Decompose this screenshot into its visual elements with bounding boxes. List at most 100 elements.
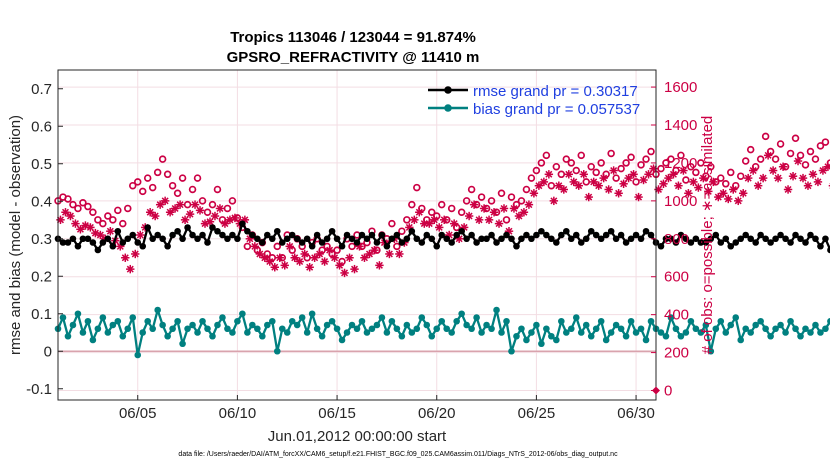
bias-point (737, 336, 745, 344)
rmse-point (59, 239, 67, 246)
obs-assimilated-marker (215, 204, 225, 213)
obs-possible-marker (612, 174, 620, 182)
obs-possible-marker (183, 200, 192, 209)
obs-assimilated-marker (743, 173, 753, 183)
obs-assimilated-marker (345, 253, 354, 262)
bias-point (283, 329, 291, 336)
obs-assimilated-marker (494, 219, 504, 228)
bias-point (617, 325, 625, 333)
rmse-point (104, 235, 112, 243)
bias-point (812, 321, 819, 329)
obs-assimilated-marker (674, 181, 683, 190)
bias-point (408, 329, 416, 336)
obs-possible-marker (273, 242, 282, 251)
obs-assimilated-marker (499, 204, 509, 213)
rmse-point (184, 224, 191, 231)
bias-point (343, 329, 351, 336)
obs-possible-marker (408, 200, 416, 209)
obs-possible-marker (457, 208, 466, 216)
obs-possible-marker (173, 189, 182, 198)
bias-point (144, 317, 151, 325)
obs-possible-marker (522, 185, 531, 194)
obs-assimilated-marker (205, 217, 215, 226)
obs-possible-marker (532, 166, 541, 175)
obs-possible-marker (707, 162, 715, 171)
obs-assimilated-marker (325, 245, 334, 255)
obs-assimilated-marker (584, 192, 593, 202)
obs-possible-marker (193, 174, 202, 182)
bias-point (563, 329, 570, 336)
bias-point (732, 314, 740, 321)
bias-point (139, 329, 147, 336)
obs-assimilated-marker (175, 200, 185, 209)
bias-point (607, 329, 615, 336)
obs-assimilated-marker (360, 253, 369, 262)
obs-possible-marker (592, 168, 600, 177)
obs-possible-marker (597, 159, 605, 167)
obs-assimilated-marker (270, 263, 279, 272)
rmse-point (453, 231, 460, 239)
bias-point (373, 321, 381, 329)
obs-possible-marker (682, 176, 690, 184)
obs-assimilated-marker (126, 264, 135, 274)
rmse-point (812, 235, 819, 243)
legend-marker-rmse (444, 86, 452, 94)
bias-point (194, 329, 201, 336)
obs-assimilated-marker (599, 173, 608, 183)
rmse-point (333, 235, 341, 243)
obs-assimilated-marker (76, 225, 85, 234)
rmse-point (582, 235, 590, 243)
obs-possible-marker (756, 155, 765, 163)
rmse-point (209, 224, 216, 231)
rmse-point (89, 239, 97, 246)
obs-assimilated-marker (818, 166, 828, 175)
obs-assimilated-marker (295, 257, 304, 266)
rmse-point (687, 239, 695, 246)
bias-point (308, 310, 316, 318)
rmse-point (458, 227, 465, 235)
obs-assimilated-marker (415, 208, 424, 217)
rmse-point (318, 239, 326, 246)
obs-assimilated-marker (370, 245, 379, 255)
rmse-point (702, 239, 710, 246)
rmse-point (403, 235, 411, 243)
obs-possible-marker (333, 246, 341, 254)
bias-point (572, 314, 580, 321)
bias-point (398, 332, 406, 340)
bias-point (259, 332, 266, 340)
bias-point (797, 332, 804, 340)
rmse-point (273, 227, 281, 235)
obs-assimilated-marker (290, 253, 299, 262)
rmse-point (74, 242, 82, 250)
bias-point (528, 329, 535, 336)
bias-point (229, 329, 236, 336)
bias-point (523, 336, 530, 344)
rmse-point (657, 242, 665, 250)
obs-possible-marker (138, 187, 147, 196)
bias-point (822, 325, 829, 333)
bias-point (483, 321, 490, 329)
rmse-point (224, 235, 231, 243)
bias-point (543, 325, 550, 333)
rmse-point (169, 231, 176, 239)
rmse-point (159, 235, 166, 243)
obs-assimilated-marker (255, 249, 265, 259)
obs-assimilated-marker (544, 170, 554, 179)
obs-assimilated-marker (659, 179, 668, 188)
bias-point (219, 314, 226, 321)
y-right-tick-label: 800 (664, 231, 689, 248)
rmse-point (797, 235, 804, 243)
bias-point (717, 317, 725, 325)
obs-assimilated-marker (684, 189, 693, 198)
obs-possible-marker (692, 168, 700, 177)
obs-assimilated-marker (719, 189, 728, 198)
bias-point (179, 340, 186, 348)
obs-possible-marker (647, 147, 655, 156)
rmse-point (303, 235, 311, 243)
obs-possible-marker (243, 242, 252, 251)
bias-point (273, 347, 281, 355)
obs-assimilated-marker (519, 208, 529, 217)
rmse-point (667, 235, 675, 243)
obs-possible-marker (158, 155, 167, 163)
obs-possible-marker (228, 197, 237, 205)
